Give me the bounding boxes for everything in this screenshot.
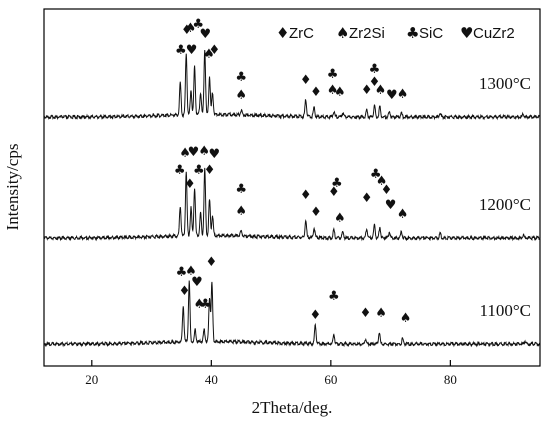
peak-marker: ♦ [204, 163, 216, 178]
x-tick-label: 80 [444, 372, 457, 387]
peak-marker: ♠ [400, 311, 412, 326]
xrd-pattern-line [43, 280, 541, 348]
peak-marker: ♥ [385, 198, 397, 213]
peak-marker: ♦ [381, 183, 393, 198]
peak-marker: ♣ [369, 62, 381, 77]
series-label: 1200°C [479, 195, 531, 214]
peak-marker: ♠ [334, 211, 346, 226]
peak-marker: ♠ [194, 297, 206, 312]
peak-marker: ♦ [205, 255, 217, 270]
peak-marker: ♣ [200, 297, 212, 312]
peak-marker: ♠ [185, 21, 197, 36]
peak-markers: ♣♦♠♥♣♥♠♦♣♠♦♦♣♠♠ ♦♣♦♠ ♥ ♠♣♠♦♥♣♠♦♥♣♠♦♦♦♣♠♦♣♠♦… [174, 17, 412, 326]
peak-marker: ♠ [327, 83, 339, 98]
x-axis-label: 2Theta/deg. [252, 398, 333, 417]
peak-marker: ♣ [328, 289, 340, 304]
legend-label: CuZr2 [473, 25, 515, 42]
peak-marker: ♠ [376, 174, 388, 189]
peak-marker: ♦ [369, 75, 381, 90]
peak-marker: ♠ [198, 144, 210, 159]
legend-label: Zr2Si [349, 25, 385, 42]
xrd-pattern-line [43, 167, 541, 242]
peak-marker: ♠ [397, 207, 409, 222]
legend-symbol: ♠ [336, 24, 349, 42]
peak-marker: ♠ [185, 264, 197, 279]
peak-marker: ♠ [235, 88, 247, 103]
series-label: 1300°C [479, 74, 531, 93]
legend-label: ZrC [289, 25, 314, 42]
peak-marker: ♣ [235, 182, 247, 197]
peak-marker: ♦ [300, 73, 312, 88]
peak-marker: ♥ [186, 43, 198, 58]
peak-marker: ♥ [191, 275, 203, 290]
peak-marker: ♣ [175, 43, 187, 58]
peak-marker: ♦ [310, 85, 322, 100]
peak-marker: ♥ [200, 27, 212, 42]
x-tick-label: 60 [324, 372, 337, 387]
peak-marker: ♣ [193, 163, 205, 178]
x-axis-ticks: 20 40 60 80 [85, 360, 457, 387]
peak-marker: ♠ [397, 87, 409, 102]
peak-marker: ♥ [386, 88, 398, 103]
y-axis-label: Intensity/cps [3, 144, 22, 231]
peak-marker: ♦ [181, 23, 193, 38]
peak-marker: ♠ [375, 83, 387, 98]
peak-marker: ♦ [300, 188, 312, 203]
peak-marker: ♥ [188, 145, 200, 160]
peak-marker: ♦ [179, 284, 191, 299]
peak-marker: ♠ [179, 146, 191, 161]
legend-label: SiC [419, 25, 443, 42]
peak-marker: ♠ [334, 85, 346, 100]
peak-marker: ♦ [184, 177, 196, 192]
peak-marker: ♦ [360, 306, 372, 321]
peak-marker: ♣ [370, 167, 382, 182]
legend-symbol: ♦ [276, 24, 289, 42]
peak-marker: ♦ [310, 205, 322, 220]
peak-marker: ♣ [235, 70, 247, 85]
peak-marker: ♦ [208, 43, 220, 58]
peak-marker: ♦ [361, 191, 373, 206]
peak-marker: ♣ [176, 265, 188, 280]
peak-marker: ♦ [309, 308, 321, 323]
legend-symbol: ♣ [406, 24, 419, 42]
series-label: 1100°C [479, 301, 531, 320]
peak-marker: ♣ [192, 17, 204, 32]
x-tick-label: 40 [205, 372, 218, 387]
peak-marker: ♣ [174, 163, 186, 178]
series-layer: 1300°C 1200°C 1100°C [43, 50, 541, 348]
peak-marker: ♦ [328, 185, 340, 200]
x-tick-label: 20 [85, 372, 98, 387]
plot-frame [43, 8, 541, 367]
peak-marker: ♠ [235, 204, 247, 219]
peak-marker: ♥ [208, 147, 220, 162]
legend-symbol: ♥ [460, 24, 473, 42]
peak-marker: ♣ [327, 67, 339, 82]
xrd-pattern-line [43, 50, 541, 121]
peak-marker: ♠ [375, 306, 387, 321]
peak-marker: ♦ [361, 83, 373, 98]
peak-marker: ♠ [203, 47, 215, 62]
peak-marker: ♣ [331, 176, 343, 191]
legend: ♦ ZrC ♠ Zr2Si ♣ SiC ♥ CuZr2 [276, 24, 515, 42]
